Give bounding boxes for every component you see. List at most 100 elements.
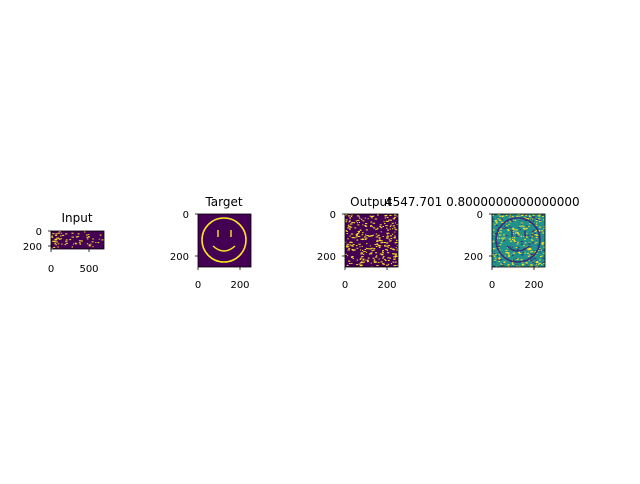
- noise-pixel: [351, 222, 354, 224]
- noise-pixel: [393, 253, 396, 255]
- noise-pixel: [512, 252, 515, 254]
- noise-pixel: [357, 222, 359, 224]
- noise-pixel: [369, 245, 371, 247]
- noise-pixel: [387, 260, 390, 261]
- noise-pixel: [503, 237, 506, 239]
- noise-pixel: [374, 261, 378, 263]
- noise-pixel: [387, 257, 390, 259]
- noise-pixel: [541, 243, 544, 245]
- noise-pixel: [358, 216, 360, 218]
- noise-pixel: [351, 245, 354, 247]
- noise-pixel: [511, 220, 514, 222]
- x-tick-label: 0: [195, 280, 201, 291]
- noise-pixel: [543, 252, 545, 254]
- noise-pixel: [535, 229, 538, 231]
- noise-pixel: [60, 235, 62, 237]
- noise-pixel: [386, 250, 388, 252]
- noise-pixel: [538, 230, 540, 232]
- noise-pixel: [380, 240, 383, 242]
- noise-pixel: [511, 254, 514, 256]
- noise-pixel: [513, 259, 515, 261]
- noise-pixel: [370, 248, 372, 250]
- noise-pixel: [388, 263, 390, 265]
- noise-pixel: [378, 234, 380, 236]
- noise-pixel: [377, 244, 381, 246]
- noise-pixel: [345, 214, 348, 216]
- noise-pixel: [531, 236, 534, 238]
- noise-pixel: [529, 259, 532, 261]
- noise-pixel: [355, 234, 358, 236]
- noise-pixel: [533, 229, 536, 231]
- noise-pixel: [509, 229, 511, 231]
- noise-pixel: [92, 238, 94, 240]
- noise-pixel: [543, 225, 545, 227]
- noise-pixel: [509, 240, 513, 242]
- noise-pixel: [536, 234, 539, 236]
- noise-pixel: [382, 251, 384, 253]
- noise-pixel: [360, 249, 362, 251]
- noise-pixel: [61, 243, 63, 245]
- y-tick-label: 0: [36, 227, 42, 238]
- noise-pixel: [386, 214, 388, 216]
- noise-pixel: [537, 249, 540, 251]
- noise-pixel: [368, 235, 371, 237]
- noise-pixel: [531, 215, 533, 217]
- noise-pixel: [516, 235, 519, 237]
- noise-pixel: [357, 231, 360, 232]
- noise-pixel: [532, 233, 534, 234]
- noise-pixel: [536, 261, 539, 262]
- noise-pixel: [384, 259, 386, 261]
- heatmap-background: [198, 214, 251, 267]
- noise-pixel: [513, 237, 516, 239]
- noise-pixel: [538, 215, 541, 217]
- noise-pixel: [542, 249, 545, 251]
- noise-pixel: [394, 222, 396, 224]
- noise-pixel: [378, 262, 380, 263]
- noise-pixel: [528, 242, 531, 244]
- noise-pixel: [381, 261, 383, 263]
- noise-pixel: [347, 255, 349, 257]
- noise-pixel: [346, 231, 348, 232]
- panel-title: Target: [204, 195, 242, 209]
- noise-pixel: [372, 215, 375, 217]
- noise-pixel: [396, 249, 398, 251]
- noise-pixel: [521, 243, 524, 245]
- noise-pixel: [349, 220, 351, 222]
- smiley-face-outline: [201, 217, 247, 263]
- noise-pixel: [384, 244, 386, 246]
- noise-pixel: [495, 257, 497, 259]
- noise-pixel: [507, 252, 510, 254]
- noise-pixel: [531, 264, 533, 266]
- noise-pixel: [350, 256, 354, 258]
- noise-pixel: [530, 251, 532, 253]
- noise-pixel: [346, 246, 349, 248]
- noise-pixel: [393, 256, 395, 258]
- noise-pixel: [352, 258, 354, 259]
- smiley-mouth: [212, 245, 236, 252]
- noise-pixel: [52, 240, 55, 242]
- noise-pixel: [498, 237, 501, 239]
- noise-pixel: [51, 236, 54, 238]
- noise-pixel: [538, 214, 541, 216]
- noise-pixel: [509, 216, 511, 218]
- noise-pixel: [533, 232, 536, 234]
- noise-pixel: [517, 252, 520, 253]
- noise-pixel: [530, 218, 533, 220]
- panel-target: Target 0 200 0 200: [170, 195, 252, 291]
- noise-pixel: [397, 255, 398, 257]
- noise-pixel: [539, 248, 541, 250]
- noise-pixel: [387, 252, 390, 254]
- noise-pixel: [511, 216, 514, 218]
- noise-pixel: [353, 222, 356, 224]
- noise-pixel: [543, 263, 545, 264]
- noise-pixel: [386, 237, 389, 239]
- noise-pixel: [358, 263, 361, 265]
- noise-pixel: [65, 239, 68, 241]
- noise-pixel: [495, 214, 497, 216]
- noise-pixel: [393, 218, 395, 220]
- noise-pixel: [383, 256, 385, 258]
- noise-pixel: [88, 236, 90, 238]
- noise-pixel: [53, 241, 56, 243]
- noise-pixel: [499, 249, 501, 251]
- noise-pixel: [541, 255, 543, 257]
